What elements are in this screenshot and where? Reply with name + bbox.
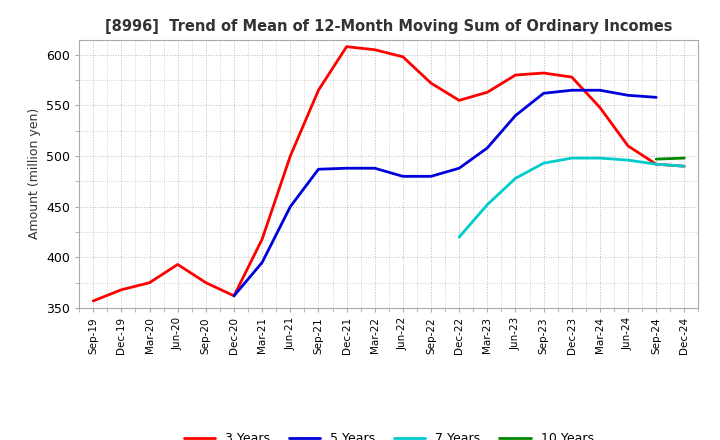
3 Years	[286, 154, 294, 159]
5 Years	[286, 204, 294, 209]
5 Years	[595, 88, 604, 93]
3 Years	[399, 54, 408, 59]
10 Years	[652, 157, 660, 162]
3 Years	[89, 298, 98, 304]
3 Years	[427, 81, 436, 86]
3 Years	[174, 262, 182, 267]
7 Years	[624, 158, 632, 163]
5 Years	[427, 174, 436, 179]
3 Years	[258, 236, 266, 242]
3 Years	[117, 287, 126, 293]
3 Years	[595, 105, 604, 110]
7 Years	[680, 164, 688, 169]
3 Years	[511, 73, 520, 78]
5 Years	[230, 293, 238, 298]
3 Years	[680, 164, 688, 169]
3 Years	[567, 74, 576, 80]
10 Years	[680, 155, 688, 161]
5 Years	[652, 95, 660, 100]
5 Years	[258, 260, 266, 265]
Legend: 3 Years, 5 Years, 7 Years, 10 Years: 3 Years, 5 Years, 7 Years, 10 Years	[179, 427, 598, 440]
Line: 5 Years: 5 Years	[234, 90, 656, 296]
5 Years	[399, 174, 408, 179]
7 Years	[483, 202, 492, 207]
5 Years	[539, 91, 548, 96]
3 Years	[370, 47, 379, 52]
7 Years	[652, 161, 660, 167]
3 Years	[314, 88, 323, 93]
3 Years	[202, 280, 210, 285]
7 Years	[511, 176, 520, 181]
3 Years	[539, 70, 548, 76]
5 Years	[567, 88, 576, 93]
7 Years	[595, 155, 604, 161]
3 Years	[624, 143, 632, 149]
Y-axis label: Amount (million yen): Amount (million yen)	[27, 108, 40, 239]
3 Years	[145, 280, 154, 285]
3 Years	[483, 90, 492, 95]
Line: 3 Years: 3 Years	[94, 47, 684, 301]
3 Years	[342, 44, 351, 49]
7 Years	[455, 235, 464, 240]
7 Years	[539, 161, 548, 166]
5 Years	[483, 145, 492, 150]
Line: 7 Years: 7 Years	[459, 158, 684, 237]
7 Years	[567, 155, 576, 161]
5 Years	[370, 165, 379, 171]
5 Years	[314, 167, 323, 172]
5 Years	[342, 165, 351, 171]
5 Years	[455, 165, 464, 171]
5 Years	[511, 113, 520, 118]
3 Years	[455, 98, 464, 103]
5 Years	[624, 93, 632, 98]
Title: [8996]  Trend of Mean of 12-Month Moving Sum of Ordinary Incomes: [8996] Trend of Mean of 12-Month Moving …	[105, 19, 672, 34]
3 Years	[230, 293, 238, 298]
3 Years	[652, 161, 660, 167]
Line: 10 Years: 10 Years	[656, 158, 684, 159]
